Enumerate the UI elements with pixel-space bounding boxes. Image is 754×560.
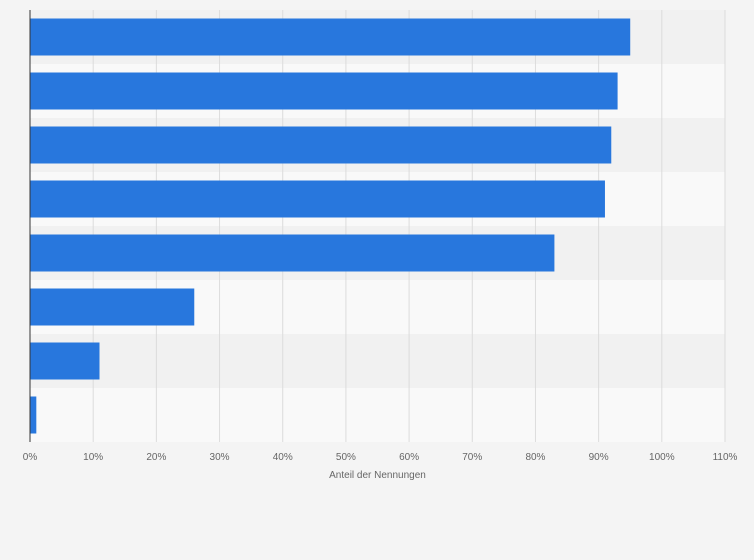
- bars: [30, 18, 631, 434]
- bar: [30, 126, 612, 164]
- x-tick-label: 30%: [210, 452, 230, 463]
- x-tick-label: 0%: [23, 452, 38, 463]
- x-tick-label: 110%: [713, 452, 738, 463]
- bar: [30, 72, 618, 110]
- x-tick-labels: 0% 10% 20% 30% 40% 50% 60% 70% 80% 90% 100% 110%: [23, 452, 738, 463]
- row-band: [30, 334, 725, 388]
- x-tick-label: 10%: [83, 452, 103, 463]
- x-tick-label: 40%: [273, 452, 293, 463]
- bar: [30, 396, 37, 434]
- bar: [30, 18, 631, 56]
- bar: [30, 342, 100, 380]
- x-tick-label: 50%: [336, 452, 356, 463]
- x-tick-label: 90%: [589, 452, 609, 463]
- x-tick-label: 60%: [399, 452, 419, 463]
- x-tick-label: 70%: [462, 452, 482, 463]
- x-tick-label: 100%: [649, 452, 675, 463]
- row-band: [30, 388, 725, 442]
- x-axis-title: Anteil der Nennungen: [329, 470, 426, 481]
- bar: [30, 180, 605, 218]
- x-tick-label: 20%: [146, 452, 166, 463]
- bar: [30, 234, 555, 272]
- bar: [30, 288, 195, 326]
- x-tick-label: 80%: [525, 452, 545, 463]
